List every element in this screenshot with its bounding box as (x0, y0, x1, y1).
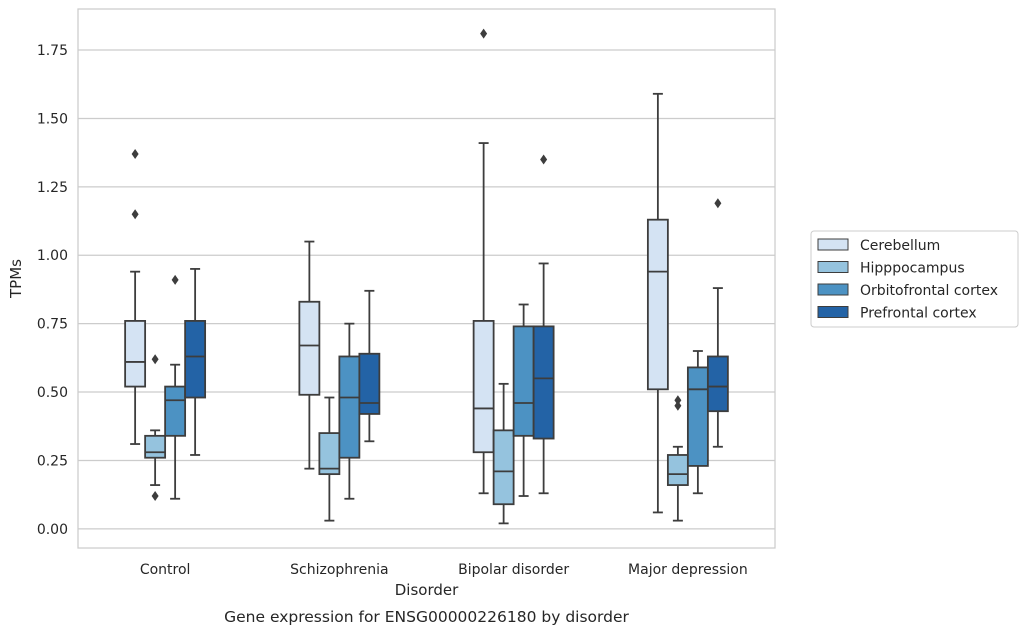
box-body (492, 429, 515, 506)
box-body (338, 355, 361, 459)
outlier-point (714, 198, 722, 209)
legend-swatch (817, 283, 849, 296)
box-prefrontal-cortex-control (184, 268, 207, 456)
legend-label: Cerebellum (860, 238, 940, 254)
box-body (144, 434, 167, 459)
legend-swatch (817, 261, 849, 273)
box-body (164, 385, 187, 437)
box-hipppocampus-bipolar-disorder (492, 382, 515, 525)
legend: Cerebellum Hipppocampus Orbitofrontal cort… (810, 230, 1019, 328)
x-tick-label: Schizophrenia (290, 562, 388, 578)
y-tick-label: 1.75 (37, 43, 68, 59)
x-tick-label: Control (140, 562, 191, 578)
x-tick-label: Major depression (628, 562, 748, 578)
box-body (532, 325, 555, 440)
legend-label: Hipppocampus (860, 261, 965, 277)
outlier-point (151, 354, 159, 365)
chart-caption: Gene expression for ENSG00000226180 by d… (224, 608, 629, 626)
y-tick-label: 0.00 (37, 522, 68, 538)
y-tick-label: 0.25 (37, 453, 68, 469)
box-body (666, 454, 689, 486)
box-body (358, 352, 381, 415)
legend-label: Prefrontal cortex (860, 306, 977, 322)
box-body (124, 320, 147, 388)
x-tick-labels: Control Schizophrenia Bipolar disorder Majo… (140, 562, 748, 578)
outlier-point (151, 491, 159, 502)
box-prefrontal-cortex-major-depression (706, 198, 729, 448)
box-body (184, 320, 207, 399)
outlier-point (674, 400, 682, 411)
box-body (298, 300, 321, 396)
legend-swatch (817, 238, 849, 251)
box-body (646, 218, 669, 391)
box-body (512, 325, 535, 437)
outlier-point (674, 395, 682, 406)
box-hipppocampus-major-depression (666, 395, 689, 522)
box-cerebellum-schizophrenia (298, 240, 321, 470)
y-tick-label: 1.50 (37, 111, 68, 127)
box-body (706, 355, 729, 413)
box-orbitofrontal-cortex-control (164, 274, 187, 500)
box-orbitofrontal-cortex-major-depression (686, 350, 709, 495)
box-body (472, 320, 495, 454)
legend-label: Orbitofrontal cortex (860, 283, 998, 299)
box-prefrontal-cortex-schizophrenia (358, 289, 381, 443)
y-tick-labels: 0.00 0.25 0.50 0.75 1.00 1.25 1.50 1.75 (37, 43, 68, 538)
y-axis-label: TPMs (7, 259, 25, 299)
y-tick-label: 0.50 (37, 385, 68, 401)
outlier-point (131, 209, 139, 220)
x-tick-label: Bipolar disorder (458, 562, 569, 578)
legend-frame (810, 230, 1019, 328)
box-hipppocampus-schizophrenia (318, 396, 341, 522)
box-orbitofrontal-cortex-schizophrenia (338, 322, 361, 500)
outlier-point (540, 154, 548, 165)
box-hipppocampus-control (144, 354, 167, 502)
y-tick-label: 0.75 (37, 317, 68, 333)
box-body (686, 366, 709, 467)
legend-swatch (817, 306, 849, 318)
box-cerebellum-bipolar-disorder (472, 28, 495, 495)
plot-frame (77, 8, 776, 549)
outlier-point (131, 149, 139, 160)
boxes (124, 28, 729, 525)
x-axis-label: Disorder (395, 581, 459, 599)
box-cerebellum-major-depression (646, 92, 669, 514)
box-cerebellum-control (124, 149, 147, 445)
y-tick-label: 1.00 (37, 248, 68, 264)
outlier-point (480, 28, 488, 39)
box-prefrontal-cortex-bipolar-disorder (532, 154, 555, 495)
outlier-point (171, 274, 179, 285)
y-tick-label: 1.25 (37, 180, 68, 196)
